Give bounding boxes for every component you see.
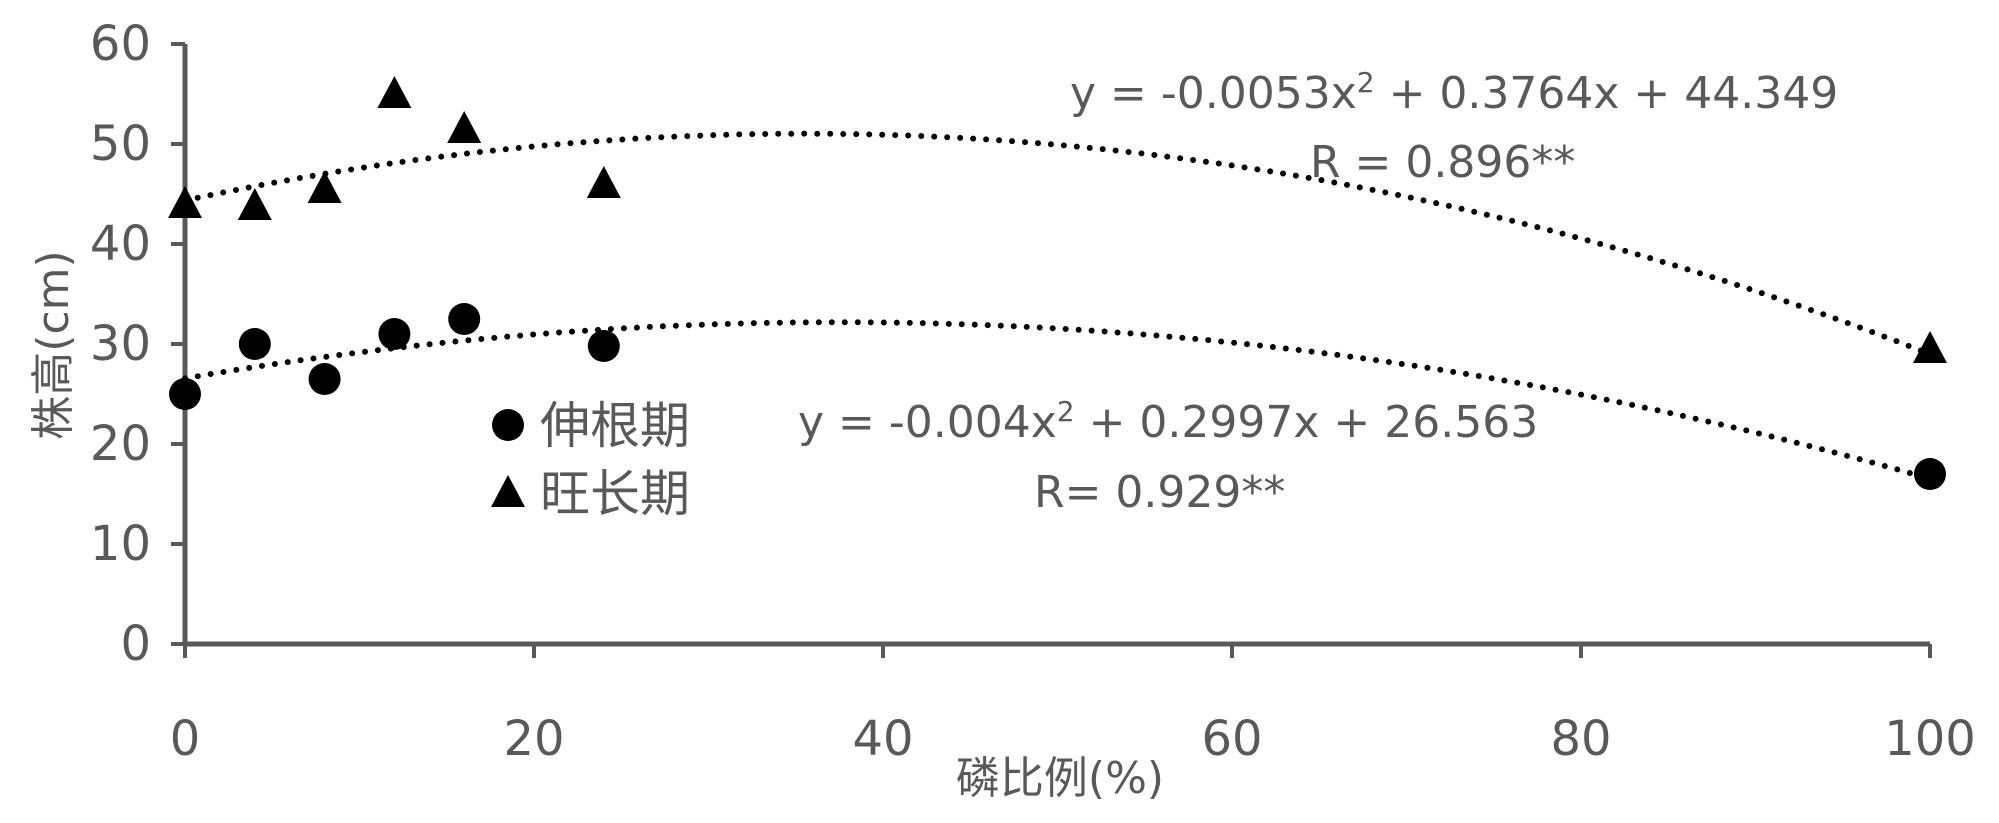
triangle-point-series-2 [447,111,482,143]
x-tick-label: 20 [503,711,564,767]
circle-point-series-1 [1914,458,1946,490]
trendline-series-2 [182,130,1933,358]
y-tick-label: 20 [90,416,151,472]
x-tick-label: 60 [1201,711,1262,767]
y-tick-label: 30 [90,316,151,372]
r-value-series-1: R= 0.929** [1034,467,1285,518]
equation-series-2: y = -0.0053x2 + 0.3764x + 44.349 [1070,66,1838,120]
triangle-point-series-2 [377,76,412,108]
triangle-point-series-2 [1913,331,1947,363]
trendlines [182,130,1933,482]
y-tick-label: 50 [90,116,151,172]
data-points [168,76,1947,490]
x-tick-label: 40 [852,711,913,767]
circle-point-series-1 [169,378,201,410]
legend-label-series-1: 伸根期 [540,397,690,455]
y-tick-label: 0 [120,616,151,672]
x-tick-label: 100 [1884,711,1976,767]
y-tick-label: 40 [90,216,151,272]
equation-series-1: y = -0.004x2 + 0.2997x + 26.563 [798,395,1538,449]
x-axis-title: 磷比例(%) [956,753,1164,804]
x-tick-label: 80 [1550,711,1611,767]
circle-point-series-1 [308,363,341,395]
triangle-point-series-2 [168,186,202,218]
y-tick-label: 60 [90,16,151,72]
y-tick-label: 10 [90,516,151,572]
trendline-annotations: y = -0.0053x2 + 0.3764x + 44.349 R = 0.89… [798,66,1838,519]
x-tick-label: 0 [170,711,201,767]
circle-point-series-1 [378,318,411,350]
triangle-point-series-2 [237,188,272,220]
axes: 0 10 20 30 40 50 60 0 20 40 60 80 100 磷比例(%) 株高(cm) [28,16,1976,804]
legend-label-series-2: 旺长期 [540,465,690,523]
triangle-point-series-2 [307,171,342,203]
y-axis-title: 株高(cm) [28,250,79,439]
circle-point-series-1 [587,330,620,362]
legend-marker-series-1 [492,409,524,441]
triangle-point-series-2 [586,166,621,198]
circle-point-series-1 [238,328,271,360]
r-value-series-2: R = 0.896** [1310,137,1575,188]
circle-point-series-1 [448,303,481,335]
legend-marker-series-2 [491,475,525,507]
